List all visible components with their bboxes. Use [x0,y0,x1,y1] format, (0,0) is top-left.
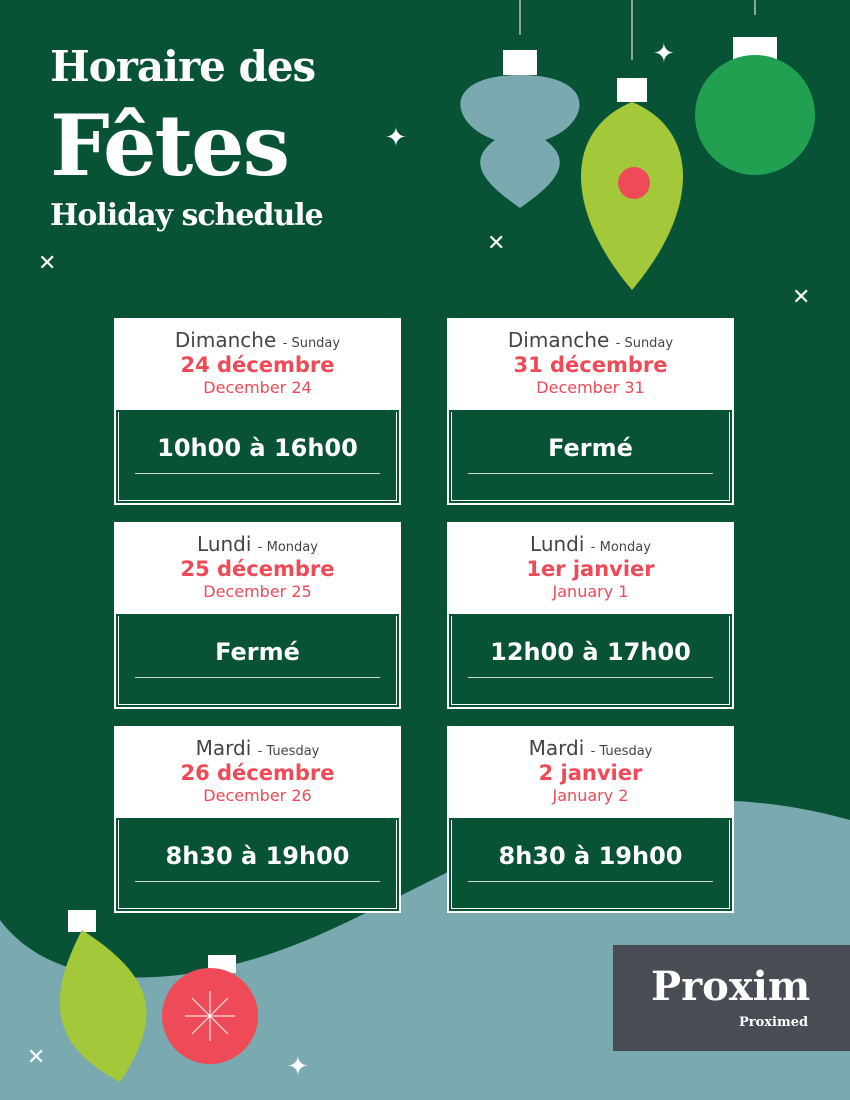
card-header: Lundi - Monday 25 décembre December 25 [116,524,399,614]
card-header: Mardi - Tuesday 26 décembre December 26 [116,728,399,818]
date-fr: 24 décembre [180,353,335,377]
svg-text:✕: ✕ [27,1045,45,1070]
card-header: Dimanche - Sunday 31 décembre December 3… [449,320,732,410]
hours: 10h00 à 16h00 [157,434,358,462]
schedule-card: Lundi - Monday 25 décembre December 25 F… [114,522,401,709]
day-en: - Sunday [282,336,341,351]
ornament-bottom-red [162,955,258,1064]
day-name: Dimanche - Sunday [449,328,732,352]
date-fr: 26 décembre [180,761,335,785]
divider [135,473,380,474]
logo-name: Proxim [651,963,811,1010]
card-header: Mardi - Tuesday 2 janvier January 2 [449,728,732,818]
date-en: December 26 [203,786,312,805]
day-en: - Tuesday [590,744,653,759]
day-en: - Monday [590,540,651,555]
proxim-logo: Proxim Proximed [613,945,850,1051]
day-fr: Dimanche [507,328,610,352]
card-header: Dimanche - Sunday 24 décembre December 2… [116,320,399,410]
day-en: - Tuesday [257,744,320,759]
svg-text:✕: ✕ [792,285,810,310]
card-hours-box: 10h00 à 16h00 [118,412,397,501]
schedule-card: Dimanche - Sunday 24 décembre December 2… [114,318,401,505]
ornament-lime [581,0,683,290]
svg-text:✦: ✦ [287,1052,309,1082]
ornament-grid [695,0,815,175]
day-fr: Lundi [197,532,252,556]
day-fr: Mardi [528,736,585,760]
hours: 8h30 à 19h00 [165,842,350,870]
title-holiday-schedule: Holiday schedule [50,198,324,233]
hours: 12h00 à 17h00 [490,638,691,666]
day-fr: Lundi [530,532,585,556]
date-en: December 31 [536,378,645,397]
ornament-bottom-lime [59,910,147,1082]
card-hours-box: 8h30 à 19h00 [451,820,730,909]
date-fr: 25 décembre [180,557,335,581]
day-name: Lundi - Monday [116,532,399,556]
date-en: January 1 [552,582,629,601]
card-hours-box: 12h00 à 17h00 [451,616,730,705]
day-en: - Sunday [615,336,674,351]
svg-text:✦: ✦ [653,39,675,69]
schedule-card: Lundi - Monday 1er janvier January 1 12h… [447,522,734,709]
hours: Fermé [215,638,300,666]
divider [135,677,380,678]
schedule-card: Mardi - Tuesday 2 janvier January 2 8h30… [447,726,734,913]
divider [468,881,713,882]
schedule-card: Dimanche - Sunday 31 décembre December 3… [447,318,734,505]
date-fr: 1er janvier [526,557,655,581]
ornament-striped [460,0,580,208]
divider [468,473,713,474]
day-fr: Mardi [195,736,252,760]
day-name: Mardi - Tuesday [449,736,732,760]
day-name: Mardi - Tuesday [116,736,399,760]
date-fr: 2 janvier [538,761,643,785]
date-en: December 25 [203,582,312,601]
svg-text:✦: ✦ [385,123,407,153]
logo-sub: Proximed [739,1015,809,1030]
card-hours-box: Fermé [118,616,397,705]
title-fetes: Fêtes [50,96,290,195]
date-en: December 24 [203,378,312,397]
title-line-1: Horaire des [50,42,316,91]
svg-text:✕: ✕ [38,251,56,276]
hours: Fermé [548,434,633,462]
day-name: Dimanche - Sunday [116,328,399,352]
date-fr: 31 décembre [513,353,668,377]
day-en: - Monday [257,540,318,555]
divider [135,881,380,882]
day-fr: Dimanche [174,328,277,352]
card-header: Lundi - Monday 1er janvier January 1 [449,524,732,614]
card-hours-box: 8h30 à 19h00 [118,820,397,909]
sparkle-icons: ✦ ✦ ✦ ✕ ✕ ✕ ✕ [27,39,810,1082]
date-en: January 2 [552,786,629,805]
hours: 8h30 à 19h00 [498,842,683,870]
schedule-card: Mardi - Tuesday 26 décembre December 26 … [114,726,401,913]
divider [468,677,713,678]
svg-text:✕: ✕ [487,231,505,256]
card-hours-box: Fermé [451,412,730,501]
day-name: Lundi - Monday [449,532,732,556]
